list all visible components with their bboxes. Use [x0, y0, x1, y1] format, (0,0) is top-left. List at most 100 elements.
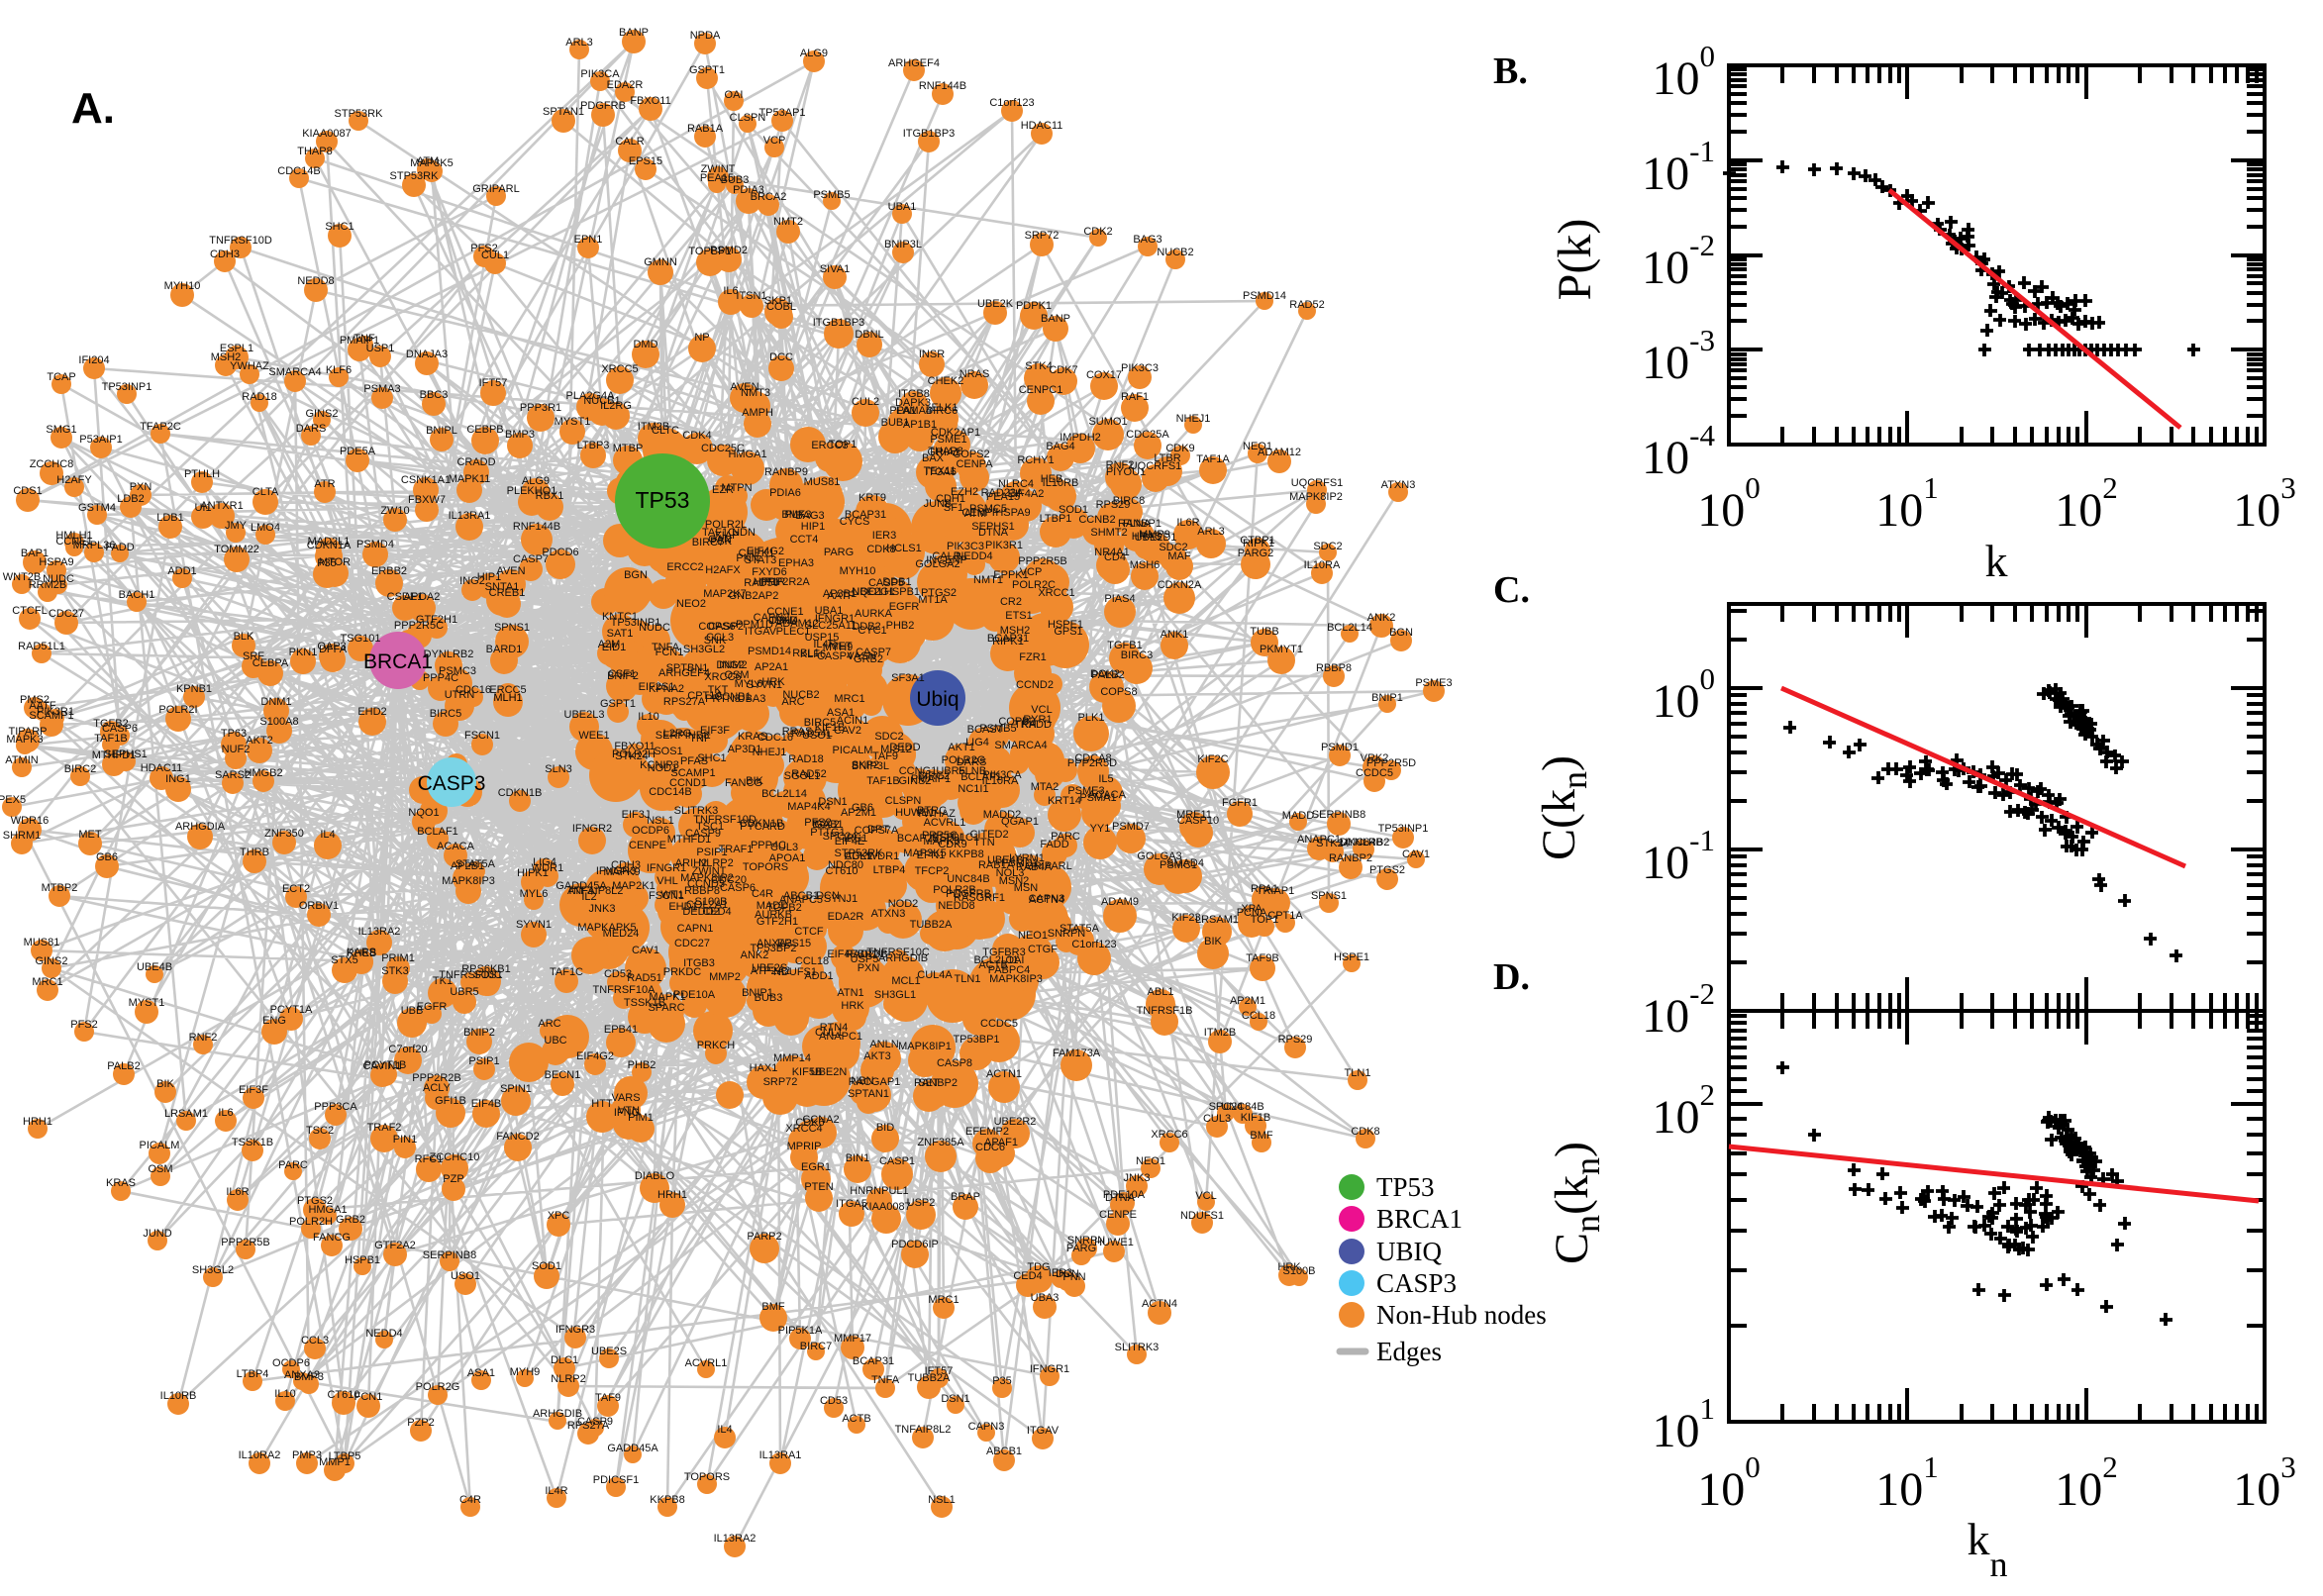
svg-text:UBR5: UBR5 [450, 986, 478, 998]
svg-text:TNFA: TNFA [871, 1374, 900, 1386]
svg-text:POLR2B: POLR2B [933, 884, 975, 896]
svg-text:CHEK2: CHEK2 [928, 375, 964, 387]
svg-text:PPP3R1: PPP3R1 [520, 402, 561, 414]
svg-text:EDA2R: EDA2R [828, 911, 864, 923]
svg-text:OCDP6: OCDP6 [272, 1357, 310, 1369]
svg-text:ARC: ARC [781, 696, 804, 708]
svg-text:LTBP5: LTBP5 [329, 1450, 361, 1462]
svg-text:TRIAP1: TRIAP1 [1257, 885, 1295, 897]
svg-text:BIK: BIK [746, 775, 763, 787]
svg-text:HTT: HTT [591, 1098, 613, 1110]
svg-text:PZP2: PZP2 [407, 1417, 435, 1429]
svg-text:XRCC1: XRCC1 [1038, 587, 1074, 599]
svg-text:MSN2: MSN2 [999, 875, 1030, 887]
svg-text:IL6: IL6 [218, 1107, 233, 1119]
svg-text:RAD52: RAD52 [1289, 299, 1324, 311]
svg-text:IL4: IL4 [717, 1424, 732, 1436]
svg-text:UBA1: UBA1 [888, 201, 917, 213]
svg-text:XRCC5: XRCC5 [601, 363, 638, 375]
svg-text:DNM2: DNM2 [716, 659, 747, 671]
svg-text:GFI1B: GFI1B [435, 1095, 466, 1107]
svg-text:SF3A1: SF3A1 [891, 672, 925, 684]
svg-text:GB6: GB6 [852, 802, 873, 814]
svg-text:CTGF: CTGF [1028, 944, 1058, 955]
svg-text:B.: B. [1493, 50, 1528, 92]
svg-text:FBXO11: FBXO11 [630, 95, 670, 107]
svg-text:GMNN: GMNN [644, 256, 677, 268]
svg-text:ARC: ARC [538, 1018, 560, 1030]
svg-text:GTF2H1: GTF2H1 [416, 614, 457, 626]
svg-text:USP2: USP2 [907, 1197, 936, 1209]
svg-text:AURKA: AURKA [855, 608, 893, 620]
svg-text:STP53RK: STP53RK [835, 848, 884, 859]
svg-text:IL6R: IL6R [1176, 517, 1199, 529]
svg-text:CDK6: CDK6 [795, 1117, 824, 1129]
svg-text:BGN: BGN [624, 569, 648, 581]
svg-text:NEDD4: NEDD4 [365, 1328, 402, 1340]
svg-text:TNFAIP8L2: TNFAIP8L2 [895, 1424, 952, 1436]
svg-text:JNK3: JNK3 [589, 903, 616, 915]
svg-text:CCL3: CCL3 [301, 1335, 329, 1347]
svg-text:CDKN1A: CDKN1A [307, 540, 352, 551]
svg-text:ZWINT: ZWINT [701, 163, 736, 175]
svg-text:ASA1: ASA1 [467, 1367, 495, 1379]
svg-text:PPP4C: PPP4C [751, 840, 786, 851]
svg-text:CUL2: CUL2 [852, 396, 879, 408]
svg-text:ITGB3: ITGB3 [683, 957, 715, 969]
svg-text:BIRC2: BIRC2 [64, 763, 96, 775]
svg-text:CDCA8: CDCA8 [1074, 752, 1111, 764]
svg-text:LRSAM1: LRSAM1 [1195, 914, 1239, 926]
svg-text:TSC1: TSC1 [696, 821, 724, 833]
svg-text:UNC84B: UNC84B [1221, 1101, 1263, 1113]
svg-text:CAV1: CAV1 [1402, 848, 1430, 860]
svg-text:BCAP31: BCAP31 [987, 633, 1029, 645]
svg-text:MPRIP: MPRIP [787, 1141, 822, 1152]
svg-text:PSMD1: PSMD1 [1321, 742, 1359, 753]
svg-text:ITSN1: ITSN1 [736, 290, 766, 302]
svg-text:CASP9: CASP9 [577, 1416, 613, 1428]
svg-text:DFFA: DFFA [319, 644, 348, 655]
svg-text:Ubiq: Ubiq [916, 688, 959, 711]
svg-text:HRAS: HRAS [1132, 531, 1162, 543]
svg-text:LDB1: LDB1 [156, 512, 184, 524]
svg-text:CSF1: CSF1 [608, 668, 636, 680]
svg-text:HRK: HRK [1277, 1261, 1301, 1273]
svg-text:SET: SET [918, 1077, 940, 1089]
svg-text:NMT2: NMT2 [773, 216, 803, 228]
svg-text:RACGAP1: RACGAP1 [849, 1076, 901, 1088]
svg-text:IER3: IER3 [872, 530, 896, 542]
svg-text:PICALM: PICALM [833, 745, 873, 756]
svg-text:PIK3C3: PIK3C3 [1121, 362, 1159, 374]
svg-text:GRB2: GRB2 [336, 1214, 365, 1226]
svg-text:BLK: BLK [234, 631, 254, 643]
svg-text:FSCN1: FSCN1 [649, 890, 684, 902]
svg-text:P(k): P(k) [1549, 219, 1601, 301]
svg-text:ZNF385A: ZNF385A [917, 1137, 964, 1148]
svg-text:PIP5K1A: PIP5K1A [778, 1325, 823, 1337]
svg-text:MYST1: MYST1 [129, 997, 165, 1009]
svg-text:IRS1: IRS1 [844, 833, 867, 845]
svg-text:P35: P35 [992, 1375, 1012, 1387]
svg-text:EHD1: EHD1 [668, 901, 697, 913]
svg-text:FAM173A: FAM173A [1053, 1047, 1101, 1059]
svg-text:SH3GL2: SH3GL2 [192, 1264, 234, 1276]
svg-text:XRCC6: XRCC6 [1151, 1129, 1187, 1141]
svg-text:PSME3: PSME3 [1415, 677, 1452, 689]
svg-text:ITGB8: ITGB8 [898, 388, 930, 400]
svg-text:BAG3: BAG3 [1133, 234, 1162, 246]
svg-text:IFNGR1: IFNGR1 [1030, 1363, 1069, 1375]
svg-text:MAPK8IP1: MAPK8IP1 [898, 1041, 952, 1052]
svg-text:PLEC1: PLEC1 [776, 626, 811, 638]
svg-text:STAT5A: STAT5A [1060, 923, 1100, 935]
svg-text:CAV2: CAV2 [834, 725, 861, 737]
svg-text:NQO1: NQO1 [852, 586, 882, 598]
svg-text:TP53AP1: TP53AP1 [758, 107, 805, 119]
svg-text:OSM: OSM [148, 1163, 172, 1175]
svg-text:IL5: IL5 [1098, 773, 1113, 785]
svg-text:GINS2: GINS2 [305, 408, 338, 420]
svg-text:PARP2: PARP2 [747, 1231, 781, 1243]
svg-text:NSL1: NSL1 [928, 1494, 956, 1506]
svg-text:ARHGEF4: ARHGEF4 [888, 57, 940, 69]
svg-text:ANK1: ANK1 [1161, 629, 1189, 641]
svg-text:TNFRSF1B: TNFRSF1B [1137, 1005, 1193, 1017]
